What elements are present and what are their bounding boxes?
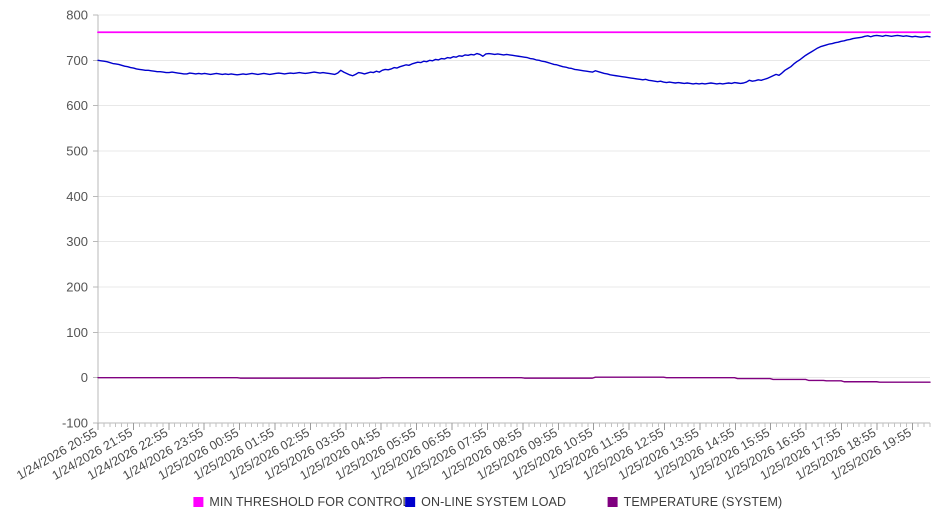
legend-label: MIN THRESHOLD FOR CONTROL: [209, 495, 409, 509]
legend-swatch: [607, 497, 618, 507]
chart-legend: MIN THRESHOLD FOR CONTROL ON-LINE SYSTEM …: [193, 495, 782, 509]
legend-label: ON-LINE SYSTEM LOAD: [421, 495, 566, 509]
y-tick-label: 200: [66, 280, 88, 295]
legend-item[interactable]: MIN THRESHOLD FOR CONTROL: [193, 495, 410, 509]
y-tick-label: 700: [66, 53, 88, 68]
series-layer: [97, 31, 931, 383]
y-tick-label: 600: [66, 98, 88, 113]
y-tick-label: 0: [81, 370, 88, 385]
y-axis-labels: 800 700 600 500 400 300 200 100 0 -100: [62, 8, 88, 431]
y-axis-ticks: [93, 14, 98, 424]
y-tick-label: 100: [66, 325, 88, 340]
legend-item[interactable]: TEMPERATURE (SYSTEM): [607, 495, 783, 509]
x-axis-ticks: [97, 423, 931, 430]
series-line: [97, 34, 931, 85]
legend-swatch: [193, 497, 204, 507]
legend-label: TEMPERATURE (SYSTEM): [624, 495, 783, 509]
y-tick-label: 300: [66, 234, 88, 249]
y-tick-label: -100: [62, 416, 88, 431]
legend-item[interactable]: ON-LINE SYSTEM LOAD: [405, 495, 566, 509]
y-tick-label: 800: [66, 8, 88, 23]
legend-swatch: [405, 497, 416, 507]
y-tick-label: 400: [66, 189, 88, 204]
y-tick-label: 500: [66, 144, 88, 159]
series-line: [97, 376, 931, 383]
x-axis: [97, 15, 930, 424]
